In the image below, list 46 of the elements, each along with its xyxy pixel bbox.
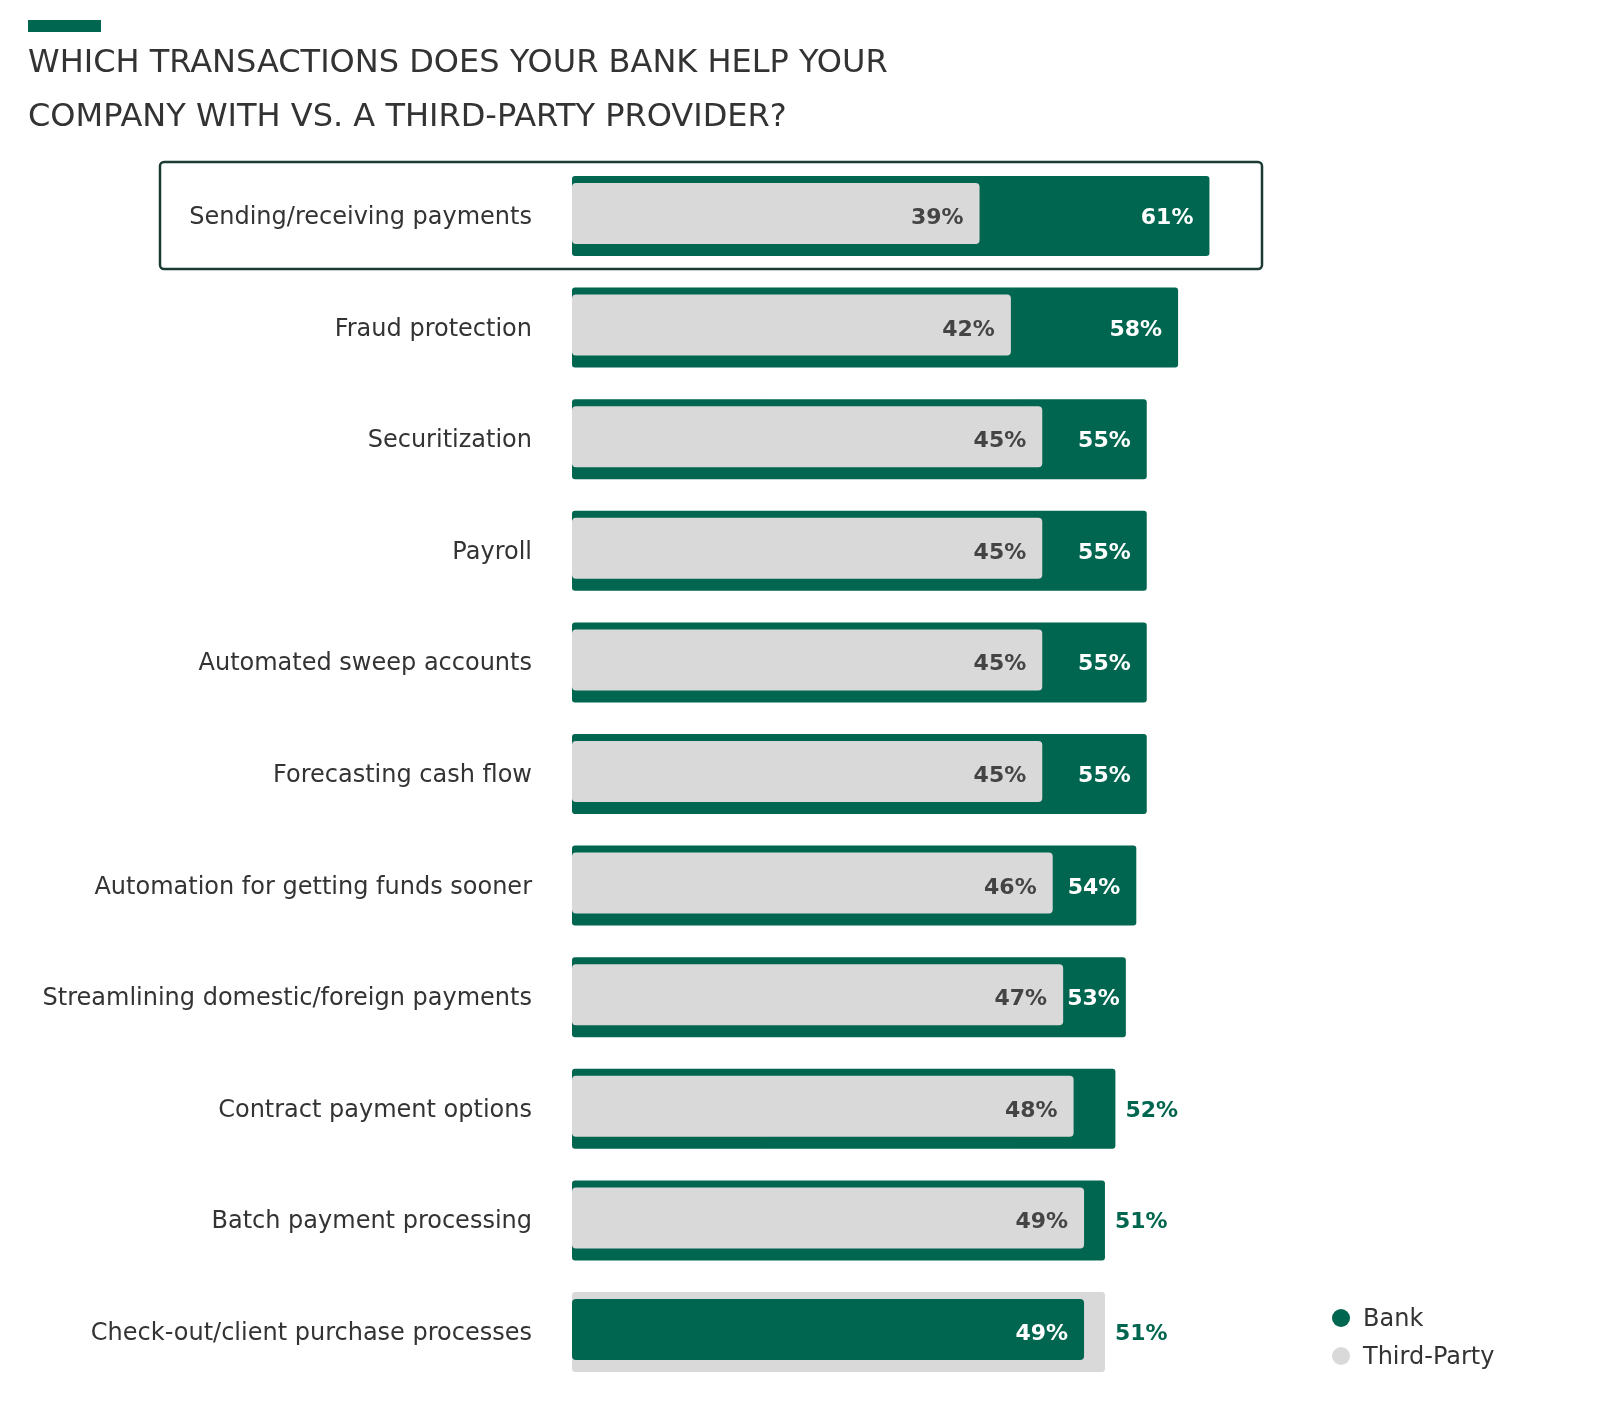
y-tick-label: Forecasting cash flow	[273, 760, 532, 788]
data-label: 52%	[1125, 1096, 1179, 1122]
data-label: 51%	[1114, 1320, 1168, 1345]
y-tick-label: Contract payment options	[218, 1094, 532, 1123]
y-tick-label: Sending/receiving payments	[189, 202, 532, 230]
legend-label: Third-Party	[1362, 1342, 1495, 1370]
data-label: 48%	[1004, 1096, 1058, 1122]
bar	[572, 183, 980, 244]
bar	[572, 517, 1043, 579]
chart-title: WHICH TRANSACTIONS DOES YOUR BANK HELP YOUR COMPANY WITH VS. A THIRD-PARTY PROVIDER?	[28, 42, 888, 134]
y-tick-label: Automation for getting funds sooner	[94, 871, 533, 900]
data-label: 53%	[1067, 985, 1120, 1011]
legend-label: Bank	[1363, 1304, 1424, 1332]
data-label: 55%	[1078, 538, 1131, 564]
data-label: 45%	[973, 427, 1027, 453]
data-label: 49%	[1015, 1320, 1069, 1345]
data-label: 61%	[1140, 204, 1194, 229]
data-label: 55%	[1078, 762, 1131, 787]
bar	[572, 1187, 1085, 1249]
data-label: 45%	[973, 538, 1027, 564]
data-label: 55%	[1078, 650, 1131, 676]
data-label: 45%	[973, 650, 1027, 676]
y-tick-label: Securitization	[367, 425, 532, 454]
data-label: 42%	[942, 315, 995, 341]
data-label: 46%	[984, 873, 1037, 899]
bar	[572, 294, 1011, 356]
bar	[572, 852, 1053, 914]
bar	[572, 629, 1043, 691]
bar	[572, 1075, 1074, 1137]
y-tick-label: Check-out/client purchase processes	[90, 1318, 532, 1346]
y-tick-label: Streamlining domestic/foreign payments	[42, 983, 532, 1012]
data-label: 55%	[1078, 427, 1131, 453]
bar	[572, 406, 1043, 468]
data-label: 47%	[994, 985, 1048, 1011]
y-tick-label: Automated sweep accounts	[198, 648, 532, 677]
bar	[572, 741, 1043, 802]
data-label: 58%	[1109, 315, 1163, 341]
y-tick-label: Batch payment processing	[211, 1206, 532, 1235]
data-label: 49%	[1015, 1208, 1069, 1234]
bar	[572, 964, 1064, 1026]
data-label: 45%	[973, 762, 1027, 787]
data-label: 51%	[1114, 1208, 1168, 1234]
data-label: 54%	[1067, 873, 1121, 899]
y-tick-label: Payroll	[452, 536, 532, 565]
data-label: 39%	[910, 204, 964, 229]
y-tick-label: Fraud protection	[334, 313, 532, 342]
